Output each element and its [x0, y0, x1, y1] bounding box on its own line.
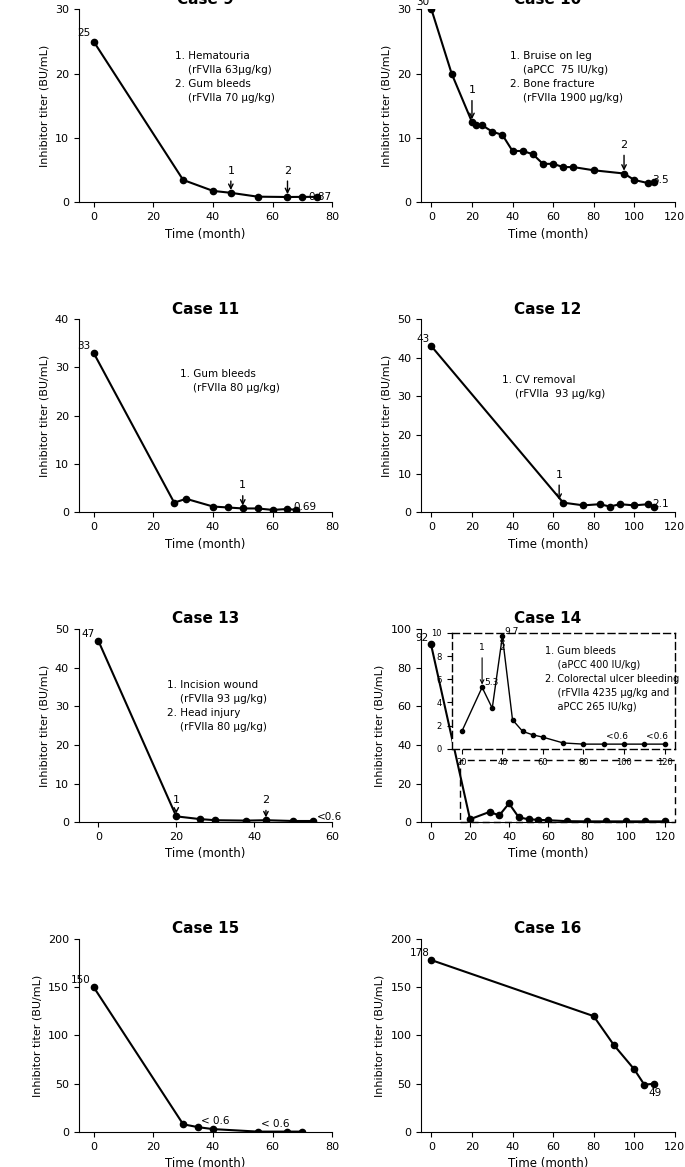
X-axis label: Time (month): Time (month)	[165, 1158, 246, 1167]
Text: 1: 1	[227, 166, 234, 189]
Text: 1. Hematouria
    (rFVIIa 63μg/kg)
2. Gum bleeds
    (rFVIIa 70 μg/kg): 1. Hematouria (rFVIIa 63μg/kg) 2. Gum bl…	[175, 51, 275, 103]
Text: 1: 1	[239, 480, 247, 504]
Text: 1. Gum bleeds
    (rFVIIa 80 μg/kg): 1. Gum bleeds (rFVIIa 80 μg/kg)	[180, 369, 280, 393]
Text: 1: 1	[469, 85, 475, 118]
Y-axis label: Inhibitor titer (BU/mL): Inhibitor titer (BU/mL)	[32, 974, 42, 1097]
Y-axis label: Inhibitor titer (BU/mL): Inhibitor titer (BU/mL)	[375, 974, 385, 1097]
Y-axis label: Inhibitor titer (BU/mL): Inhibitor titer (BU/mL)	[382, 355, 392, 477]
Text: 1. Incision wound
    (rFVIIa 93 μg/kg)
2. Head injury
    (rFVIIa 80 μg/kg): 1. Incision wound (rFVIIa 93 μg/kg) 2. H…	[167, 680, 267, 732]
Title: Case 15: Case 15	[172, 921, 239, 936]
Text: 2: 2	[262, 795, 269, 816]
Text: 25: 25	[77, 28, 90, 39]
Title: Case 11: Case 11	[172, 301, 239, 316]
Text: 2.1: 2.1	[652, 499, 669, 509]
X-axis label: Time (month): Time (month)	[508, 1158, 588, 1167]
Text: < 0.6: < 0.6	[201, 1116, 229, 1126]
Y-axis label: Inhibitor titer (BU/mL): Inhibitor titer (BU/mL)	[375, 664, 385, 787]
Text: 5.3: 5.3	[484, 678, 499, 687]
X-axis label: Time (month): Time (month)	[165, 228, 246, 240]
Title: Case 10: Case 10	[514, 0, 582, 7]
Text: 0.87: 0.87	[308, 191, 332, 202]
Text: 1. Bruise on leg
    (aPCC  75 IU/kg)
2. Bone fracture
    (rFVIIa 1900 μg/kg): 1. Bruise on leg (aPCC 75 IU/kg) 2. Bone…	[510, 51, 623, 103]
Title: Case 9: Case 9	[177, 0, 234, 7]
X-axis label: Time (month): Time (month)	[165, 847, 246, 860]
Text: 3.5: 3.5	[652, 175, 669, 184]
Text: 92: 92	[416, 633, 429, 643]
Title: Case 12: Case 12	[514, 301, 582, 316]
Title: Case 13: Case 13	[172, 612, 239, 627]
Text: < 0.6: < 0.6	[261, 1119, 289, 1128]
Title: Case 16: Case 16	[514, 921, 582, 936]
Text: 1: 1	[173, 795, 179, 812]
Text: 178: 178	[410, 948, 429, 958]
Text: <0.6: <0.6	[316, 812, 342, 822]
Text: 0.69: 0.69	[293, 502, 316, 511]
Y-axis label: Inhibitor titer (BU/mL): Inhibitor titer (BU/mL)	[39, 44, 49, 167]
Text: 150: 150	[71, 976, 90, 985]
Text: 49: 49	[649, 1088, 662, 1098]
Text: 1: 1	[479, 643, 485, 684]
Text: 2: 2	[499, 637, 506, 652]
Text: 9.7: 9.7	[504, 628, 519, 636]
Text: <0.6: <0.6	[606, 732, 627, 741]
X-axis label: Time (month): Time (month)	[508, 538, 588, 551]
Text: 1. Gum bleeds
    (aPCC 400 IU/kg)
2. Colorectal ulcer bleeding
    (rFVIIa 4235: 1. Gum bleeds (aPCC 400 IU/kg) 2. Colore…	[545, 647, 680, 712]
Y-axis label: Inhibitor titer (BU/mL): Inhibitor titer (BU/mL)	[39, 355, 49, 477]
Text: 47: 47	[81, 629, 95, 638]
Text: 1. CV removal
    (rFVIIa  93 μg/kg): 1. CV removal (rFVIIa 93 μg/kg)	[502, 375, 606, 399]
Text: 1: 1	[556, 469, 562, 498]
Y-axis label: Inhibitor titer (BU/mL): Inhibitor titer (BU/mL)	[39, 664, 49, 787]
X-axis label: Time (month): Time (month)	[165, 538, 246, 551]
Text: <0.6: <0.6	[647, 732, 669, 741]
X-axis label: Time (month): Time (month)	[508, 228, 588, 240]
Text: 43: 43	[416, 334, 429, 344]
Title: Case 14: Case 14	[514, 612, 582, 627]
Text: 30: 30	[416, 0, 429, 7]
Y-axis label: Inhibitor titer (BU/mL): Inhibitor titer (BU/mL)	[382, 44, 392, 167]
X-axis label: Time (month): Time (month)	[508, 847, 588, 860]
Text: 2: 2	[284, 166, 291, 193]
Text: 33: 33	[77, 341, 90, 350]
Text: 2: 2	[621, 140, 627, 169]
